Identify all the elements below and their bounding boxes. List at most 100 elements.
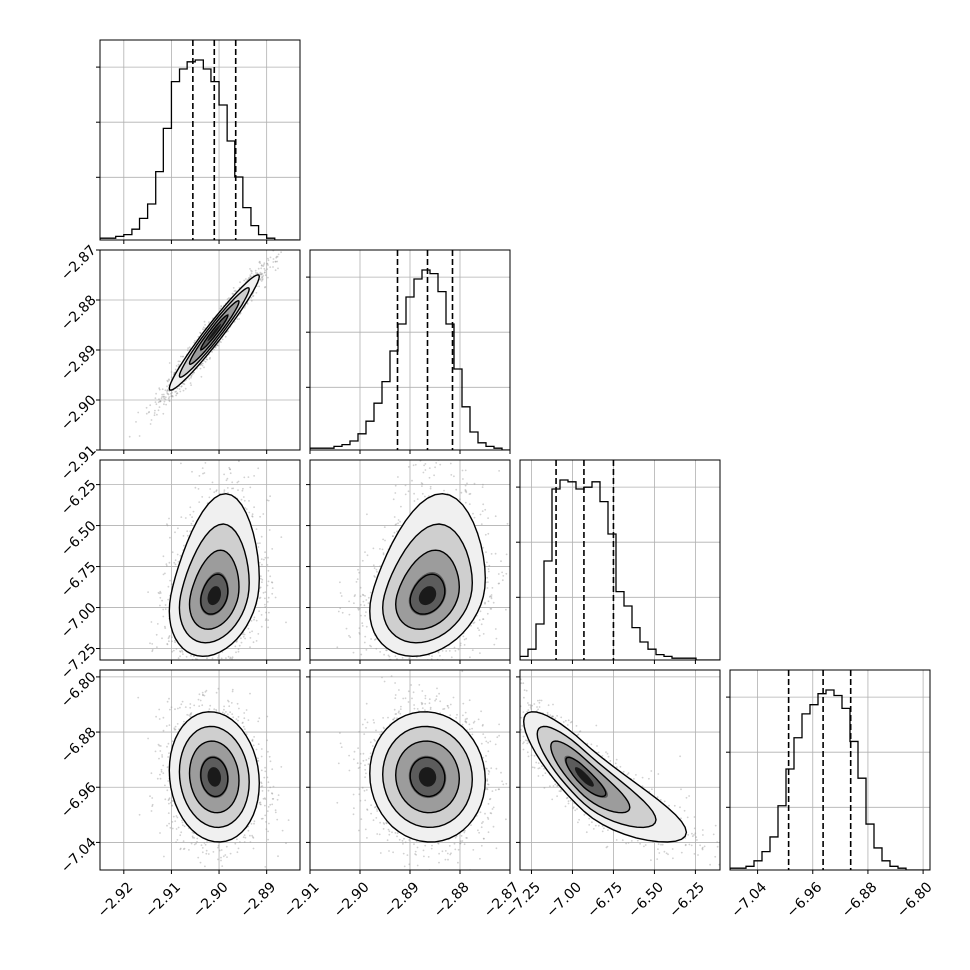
scatter-point — [473, 516, 476, 519]
scatter-point — [231, 657, 233, 660]
scatter-point — [348, 600, 350, 603]
scatter-point — [155, 392, 157, 395]
scatter-point — [263, 263, 265, 266]
scatter-point — [428, 698, 431, 701]
scatter-point — [257, 757, 259, 760]
scatter-point — [364, 828, 367, 831]
scatter-point — [220, 305, 222, 307]
scatter-point — [434, 466, 436, 469]
scatter-point — [179, 706, 181, 709]
scatter-point — [379, 662, 381, 664]
scatter-point — [428, 476, 431, 479]
scatter-point — [382, 553, 385, 556]
scatter-point — [361, 786, 364, 789]
scatter-point — [237, 650, 240, 653]
scatter-point — [164, 627, 167, 629]
scatter-point — [369, 741, 372, 744]
scatter-point — [162, 729, 165, 732]
scatter-point — [169, 392, 172, 395]
scatter-point — [265, 821, 267, 823]
scatter-point — [170, 395, 173, 398]
scatter-point — [394, 492, 397, 494]
scatter-point — [485, 740, 488, 743]
scatter-point — [280, 251, 282, 254]
scatter-point — [261, 276, 264, 278]
scatter-point — [265, 618, 268, 620]
scatter-point — [464, 488, 467, 491]
x-tick-label: −6.88 — [839, 879, 881, 921]
scatter-point — [179, 390, 182, 393]
scatter-point — [260, 272, 263, 275]
scatter-point — [203, 472, 206, 474]
x-tick-label: −6.80 — [894, 879, 936, 921]
scatter-point — [217, 344, 219, 347]
scatter-point — [384, 539, 386, 542]
scatter-point — [484, 533, 487, 536]
scatter-point — [388, 833, 391, 836]
scatter-point — [262, 591, 265, 594]
scatter-point — [260, 782, 263, 785]
scatter-point — [383, 823, 386, 825]
scatter-point — [257, 467, 260, 470]
scatter-point — [353, 807, 355, 810]
scatter-point — [161, 599, 163, 602]
scatter-point — [179, 360, 181, 363]
scatter-point — [175, 390, 178, 393]
scatter-point — [199, 861, 202, 864]
scatter-point — [427, 856, 430, 858]
scatter-point — [138, 435, 141, 437]
scatter-point — [150, 810, 153, 812]
scatter-point — [253, 506, 256, 509]
scatter-point — [239, 841, 241, 843]
scatter-point — [222, 354, 224, 356]
scatter-point — [204, 668, 206, 670]
scatter-point — [482, 618, 484, 620]
scatter-point — [372, 564, 375, 567]
scatter-point — [381, 548, 384, 551]
scatter-point — [455, 488, 458, 491]
scatter-point — [204, 462, 207, 464]
scatter-point — [383, 680, 386, 683]
scatter-point — [267, 626, 269, 629]
scatter-point — [413, 707, 416, 710]
scatter-point — [269, 575, 272, 578]
scatter-point — [264, 814, 267, 817]
scatter-point — [168, 640, 170, 643]
scatter-point — [492, 806, 495, 809]
scatter-point — [236, 318, 239, 321]
scatter-point — [261, 276, 263, 278]
scatter-point — [171, 805, 173, 807]
scatter-point — [164, 389, 167, 392]
scatter-point — [260, 273, 263, 276]
scatter-point — [430, 658, 433, 660]
scatter-point — [228, 877, 230, 879]
scatter-point — [164, 798, 167, 801]
scatter-point — [267, 789, 270, 792]
scatter-point — [363, 641, 366, 644]
scatter-point — [359, 799, 362, 802]
x-tick-label: −2.92 — [95, 879, 137, 921]
scatter-point — [242, 836, 245, 839]
scatter-point — [267, 499, 270, 502]
scatter-point — [400, 505, 402, 508]
scatter-point — [153, 414, 156, 417]
scatter-point — [376, 810, 379, 812]
scatter-point — [193, 704, 196, 707]
scatter-point — [217, 858, 219, 861]
scatter-point — [166, 789, 169, 792]
scatter-point — [166, 392, 169, 395]
scatter-point — [213, 708, 216, 711]
scatter-point — [356, 762, 359, 765]
scatter-point — [271, 798, 274, 800]
scatter-point — [412, 464, 415, 467]
scatter-point — [188, 378, 191, 380]
scatter-point — [424, 463, 427, 465]
scatter-point — [166, 385, 168, 388]
y-tick-label: −6.88 — [58, 724, 100, 766]
scatter-point — [193, 341, 196, 344]
scatter-point — [277, 267, 279, 270]
scatter-point — [206, 695, 208, 697]
scatter-point — [168, 724, 171, 726]
scatter-point — [268, 755, 271, 758]
